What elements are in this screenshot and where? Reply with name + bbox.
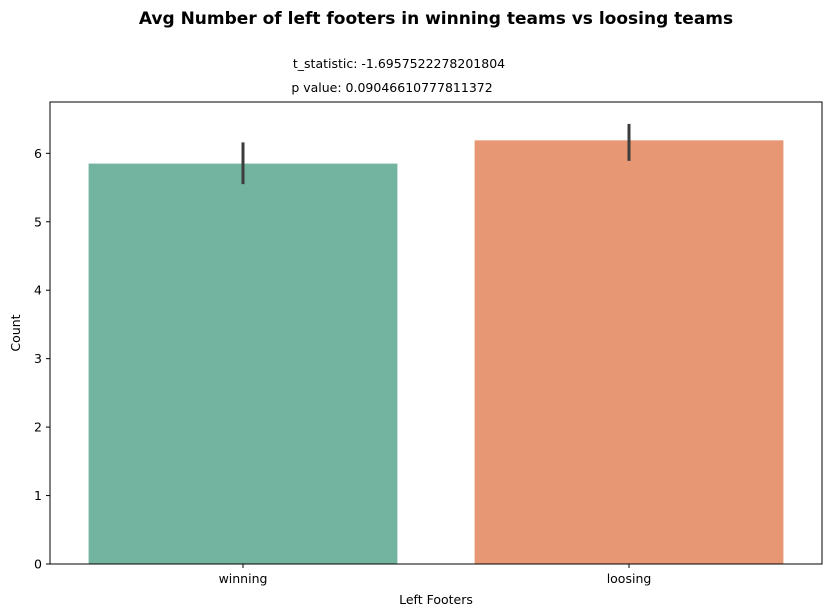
y-axis-label: Count — [8, 314, 23, 351]
y-tick-label-5: 5 — [34, 214, 42, 229]
y-tick-label-1: 1 — [34, 488, 42, 503]
bar-winning — [88, 163, 398, 564]
chart-title: Avg Number of left footers in winning te… — [139, 9, 733, 29]
y-tick-label-4: 4 — [34, 283, 42, 298]
axes-frame — [49, 101, 823, 565]
y-tick-label-6: 6 — [34, 146, 42, 161]
t-statistic-annotation: t_statistic: -1.6957522278201804 — [293, 56, 505, 71]
x-tick-label-winning: winning — [219, 571, 268, 586]
bar-loosing — [474, 140, 784, 564]
y-tick-label-0: 0 — [34, 557, 42, 572]
y-tick-label-3: 3 — [34, 351, 42, 366]
x-axis-label: Left Footers — [399, 592, 473, 607]
p-value-annotation: p value: 0.09046610777811372 — [291, 80, 492, 95]
y-tick-label-2: 2 — [34, 420, 42, 435]
x-tick-label-loosing: loosing — [607, 571, 652, 586]
plot-area — [88, 123, 784, 564]
